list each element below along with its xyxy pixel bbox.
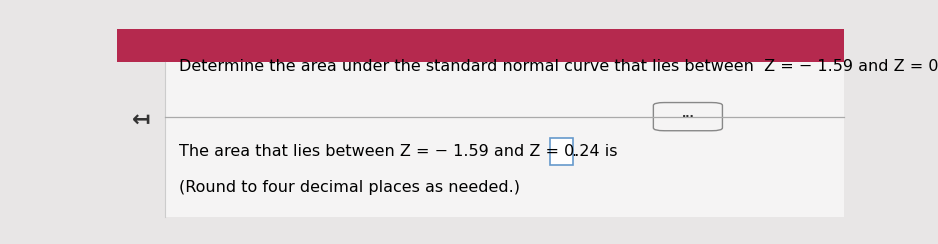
Text: The area that lies between Z = − 1.59 and Z = 0.24 is: The area that lies between Z = − 1.59 an… [179, 144, 617, 159]
Bar [164, 62, 844, 217]
Text: ···: ··· [682, 112, 694, 122]
Text: .: . [571, 144, 577, 159]
Bar [117, 29, 844, 62]
Text: Determine the area under the standard normal curve that lies between  Z = − 1.59: Determine the area under the standard no… [179, 59, 938, 74]
Bar [117, 62, 164, 217]
FancyBboxPatch shape [654, 102, 722, 131]
Text: (Round to four decimal places as needed.): (Round to four decimal places as needed.… [179, 180, 520, 195]
FancyBboxPatch shape [550, 138, 573, 164]
Text: ↤: ↤ [131, 110, 150, 130]
